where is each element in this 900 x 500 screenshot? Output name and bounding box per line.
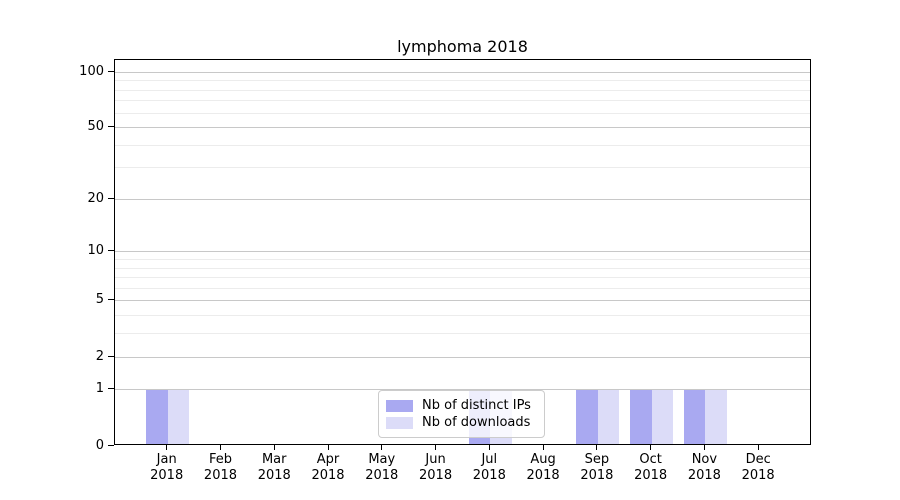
y-axis-tick-label: 0 — [95, 437, 104, 453]
bar-distinct-ips-Jan — [146, 389, 168, 444]
x-tick-mark — [542, 445, 544, 450]
y-tick-mark — [108, 388, 114, 390]
bar-distinct-ips-Sep — [576, 389, 598, 444]
bar-distinct-ips-Oct — [630, 389, 652, 444]
x-axis-tick-label-dec: Dec 2018 — [741, 452, 775, 483]
y-axis-tick-label: 5 — [95, 292, 104, 308]
gridline-minor — [115, 112, 810, 114]
x-axis-tick-label-jun: Jun 2018 — [419, 452, 453, 483]
gridline-major — [115, 198, 810, 200]
y-tick-mark — [108, 70, 114, 72]
x-axis-tick-label-may: May 2018 — [365, 452, 399, 483]
y-tick-mark — [108, 299, 114, 301]
x-tick-mark — [703, 445, 705, 450]
gridline-minor — [115, 287, 810, 289]
legend-swatch-distinct-ips — [386, 399, 413, 412]
y-tick-mark — [108, 355, 114, 357]
x-tick-mark — [596, 445, 598, 450]
bar-downloads-Oct — [651, 389, 674, 444]
x-tick-mark — [757, 445, 759, 450]
gridline-minor — [115, 259, 810, 260]
x-axis-tick-label-jul: Jul 2018 — [472, 452, 506, 483]
y-tick-mark — [108, 444, 114, 446]
gridline-major — [115, 300, 810, 302]
x-tick-mark — [273, 445, 275, 450]
x-axis-tick-label-jan: Jan 2018 — [150, 452, 184, 483]
gridline-minor — [115, 100, 810, 102]
x-axis-tick-label-oct: Oct 2018 — [634, 452, 668, 483]
y-axis-tick-label: 20 — [87, 190, 104, 206]
x-axis-tick-label-nov: Nov 2018 — [687, 452, 721, 483]
gridline-minor — [115, 277, 810, 279]
legend-swatch-downloads — [386, 416, 413, 429]
y-axis-tick-label: 2 — [95, 348, 104, 364]
y-tick-mark — [108, 197, 114, 199]
x-tick-mark — [435, 445, 437, 450]
gridline-minor — [115, 333, 810, 335]
gridline-minor — [115, 80, 810, 82]
y-tick-mark — [108, 126, 114, 128]
gridline-minor — [115, 89, 810, 91]
legend-label-distinct-ips: Nb of distinct IPs — [422, 398, 531, 413]
x-tick-mark — [219, 445, 221, 450]
x-tick-mark — [327, 445, 329, 450]
x-tick-mark — [166, 445, 168, 450]
gridline-major — [115, 71, 810, 73]
x-axis-tick-label-mar: Mar 2018 — [257, 452, 291, 483]
gridline-major — [115, 251, 810, 253]
y-axis-tick-label: 100 — [79, 63, 104, 79]
bar-distinct-ips-Nov — [683, 389, 706, 444]
bar-downloads-Nov — [705, 389, 727, 444]
x-axis-tick-label-apr: Apr 2018 — [311, 452, 345, 483]
legend: Nb of distinct IPs Nb of downloads — [378, 390, 545, 438]
x-axis-tick-label-feb: Feb 2018 — [203, 452, 238, 483]
y-axis-tick-label: 10 — [87, 243, 104, 259]
bar-downloads-Sep — [597, 389, 620, 444]
legend-item-distinct-ips: Nb of distinct IPs — [386, 397, 536, 414]
gridline-major — [115, 389, 810, 391]
bar-downloads-Jan — [167, 389, 190, 444]
gridline-major — [115, 356, 810, 358]
x-tick-mark — [488, 445, 490, 450]
gridline-minor — [115, 267, 810, 269]
legend-item-downloads: Nb of downloads — [386, 414, 536, 431]
chart-title: lymphoma 2018 — [397, 37, 528, 56]
gridline-minor — [115, 315, 810, 317]
gridline-minor — [115, 144, 810, 146]
x-tick-mark — [650, 445, 652, 450]
gridline-minor — [115, 167, 810, 169]
y-axis-tick-label: 1 — [95, 381, 104, 397]
y-tick-mark — [108, 250, 114, 252]
plot-area — [114, 59, 811, 445]
y-axis-tick-label: 50 — [87, 119, 104, 135]
x-axis-tick-label-sep: Sep 2018 — [580, 452, 614, 483]
gridline-major — [115, 127, 810, 129]
legend-label-downloads: Nb of downloads — [422, 415, 531, 430]
x-tick-mark — [381, 445, 383, 450]
x-axis-tick-label-aug: Aug 2018 — [526, 452, 560, 483]
